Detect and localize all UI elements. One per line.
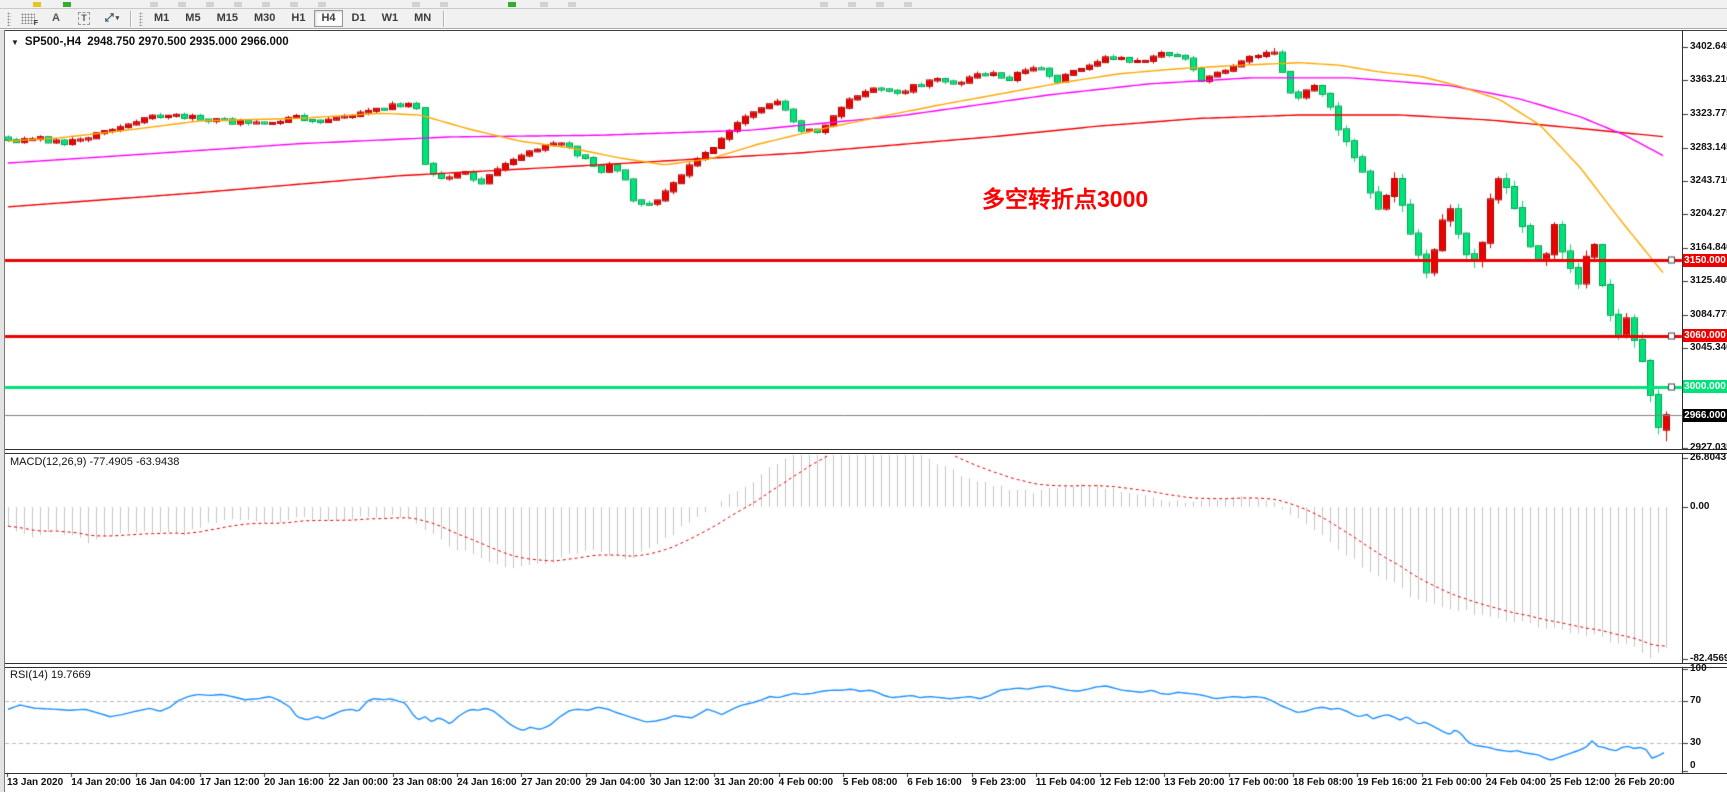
macd-axis-label: 26.8043 <box>1690 451 1727 463</box>
date-axis-label: 5 Feb 08:00 <box>842 777 898 788</box>
price-axis-label: 3164.840 <box>1690 241 1727 253</box>
date-axis-label: 24 Feb 04:00 <box>1485 777 1546 788</box>
date-axis-label: 27 Jan 20:00 <box>521 777 581 788</box>
date-axis-label: 30 Jan 12:00 <box>650 777 710 788</box>
price-axis-label: 3402.645 <box>1690 41 1727 52</box>
rsi-indicator-label: RSI(14) 19.7669 <box>10 669 91 681</box>
ohlc-values: 2948.750 2970.500 2935.000 2966.000 <box>87 36 289 48</box>
date-axis-label: 21 Feb 00:00 <box>1421 777 1482 788</box>
date-axis-label: 31 Jan 20:00 <box>714 777 774 788</box>
level-price-badge: 3150.000 <box>1683 253 1727 267</box>
date-axis-label: 24 Jan 16:00 <box>457 777 517 788</box>
date-axis-label: 11 Feb 04:00 <box>1035 777 1096 788</box>
date-axis-label: 6 Feb 16:00 <box>907 777 962 788</box>
date-axis-label: 23 Jan 08:00 <box>392 777 453 788</box>
date-axis-label: 20 Jan 16:00 <box>264 777 324 788</box>
date-axis-label: 18 Feb 08:00 <box>1293 777 1354 788</box>
date-axis-label: 29 Jan 04:00 <box>585 777 646 788</box>
macd-axis-label: -82.4569 <box>1690 652 1727 664</box>
date-axis-label: 9 Feb 23:00 <box>971 777 1026 788</box>
date-axis-label: 4 Feb 00:00 <box>778 777 834 788</box>
date-axis-label: 26 Feb 20:00 <box>1614 777 1675 788</box>
macd-axis-label: 0.00 <box>1690 501 1710 512</box>
date-axis-label: 25 Feb 12:00 <box>1550 777 1611 788</box>
price-axis-label: 3323.775 <box>1690 107 1727 119</box>
price-axis-label: 3084.775 <box>1690 309 1727 321</box>
rsi-axis-label: 70 <box>1690 694 1702 706</box>
date-axis-label: 12 Feb 12:00 <box>1100 777 1161 788</box>
rsi-axis-label: 30 <box>1690 737 1702 749</box>
date-axis-label: 19 Feb 16:00 <box>1357 777 1418 788</box>
date-axis-label: 13 Feb 20:00 <box>1164 777 1225 788</box>
level-price-badge: 3000.000 <box>1683 380 1727 393</box>
price-axis-label: 3243.710 <box>1690 175 1727 186</box>
rsi-axis-label: 0 <box>1690 760 1696 771</box>
rsi-axis-label: 100 <box>1690 663 1707 674</box>
price-axis-label: 3045.340 <box>1690 342 1727 354</box>
date-axis-label: 17 Jan 12:00 <box>199 777 260 788</box>
date-axis-label: 13 Jan 2020 <box>7 777 64 788</box>
date-axis-label: 16 Jan 04:00 <box>135 777 196 788</box>
price-axis-label: 3283.145 <box>1690 141 1727 153</box>
chart-annotation-text[interactable]: 多空转折点3000 <box>982 186 1149 212</box>
symbol-period-label: SP500-,H4 <box>24 36 82 48</box>
date-axis-label: 22 Jan 00:00 <box>328 777 389 788</box>
price-axis-label: 2927.035 <box>1690 442 1727 454</box>
date-axis-label: 14 Jan 20:00 <box>71 777 131 788</box>
bid-price-badge: 2966.000 <box>1683 408 1727 422</box>
date-axis-label: 17 Feb 00:00 <box>1228 777 1289 788</box>
chart-title[interactable]: ▼ SP500-,H4 2948.750 2970.500 2935.000 2… <box>11 36 289 48</box>
price-axis-label: 3204.275 <box>1690 208 1727 220</box>
chevron-down-icon[interactable]: ▼ <box>11 37 19 47</box>
price-axis-label: 3125.405 <box>1690 274 1727 286</box>
price-axis-label: 3363.210 <box>1690 74 1727 86</box>
macd-indicator-label: MACD(12,26,9) -77.4905 -63.9438 <box>10 456 180 468</box>
level-price-badge: 3060.000 <box>1683 329 1727 343</box>
